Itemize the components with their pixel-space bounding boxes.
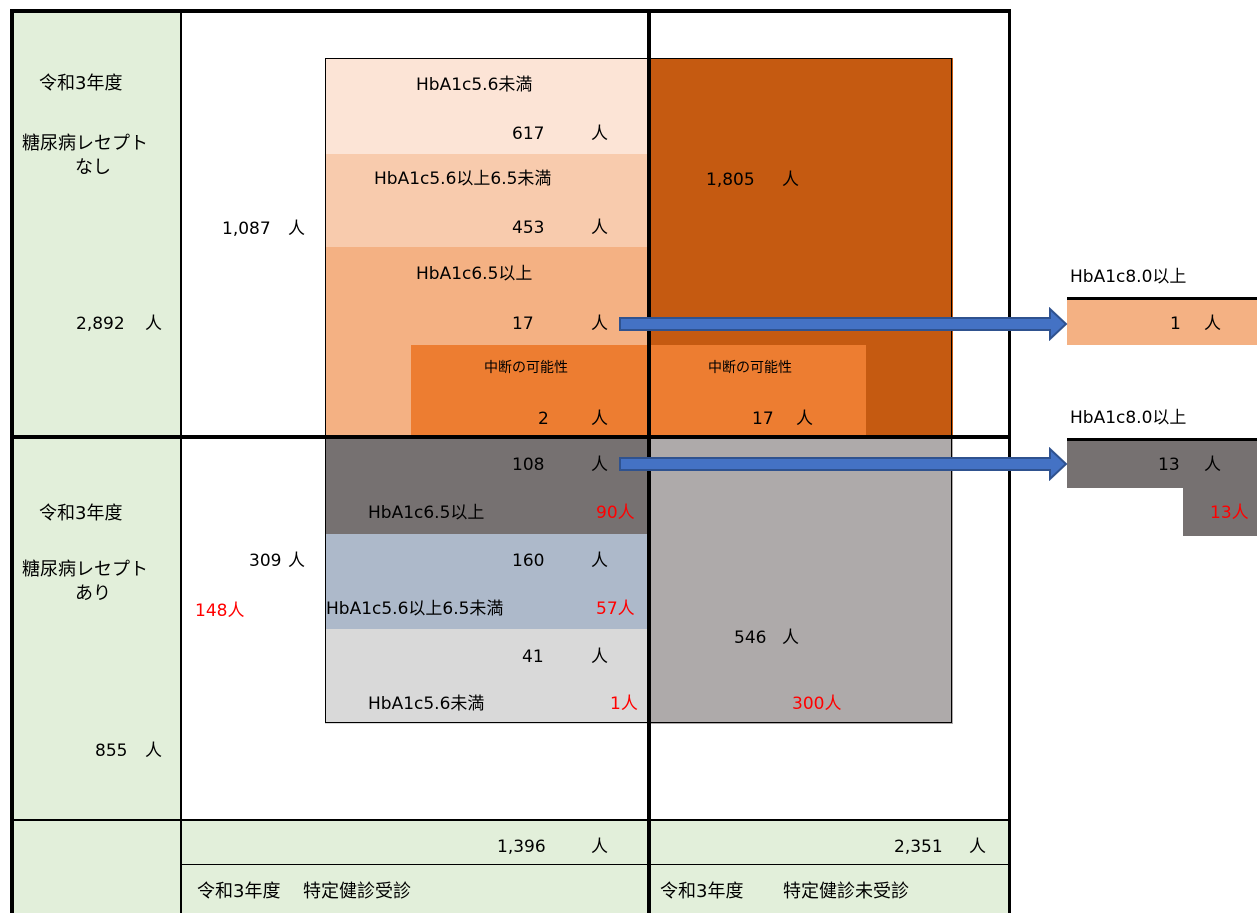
band-b2-label: HbA1c5.6以上6.5未満 [326,599,504,619]
divider-side [180,9,182,913]
callout-bottom-red: 13人 [1210,503,1249,523]
band-hba1c-under-5-6 [325,58,648,154]
footer-screened-total: 1,396 [497,837,546,857]
bottom-total: 855 [95,741,128,761]
interruption-screened-count: 2 [538,409,549,429]
frame-top [10,9,1011,13]
band3-label: HbA1c6.5以上 [416,264,533,284]
unscreened-bottom-count: 546 [734,628,767,648]
callout-top-box [1067,297,1257,345]
band-b2-count: 160 [512,551,545,571]
band-hba1c-5-6-to-6-5 [325,154,648,247]
band1-count: 617 [512,124,545,144]
interruption-box-unscreened [650,345,866,438]
unscreened-top-unit: 人 [782,170,799,190]
bottom-total-unit: 人 [145,741,162,761]
band-b2-red: 57人 [596,599,635,619]
top-total-unit: 人 [145,314,162,334]
bottom-year: 令和3年度 [39,503,123,524]
side-panel-footer [12,820,180,913]
band2-unit: 人 [591,218,608,238]
footer-unscreened-label: 特定健診未受診 [783,881,909,902]
divider-footer-inner [180,864,1011,865]
band-b3-label: HbA1c5.6未満 [368,694,485,714]
band-b1-count: 108 [512,455,545,475]
footer-screened-year: 令和3年度 [197,881,281,902]
interruption-unscreened-unit: 人 [796,409,813,429]
footer-panel-screened [182,820,648,913]
band-b-hba1c-under-5-6 [325,629,648,724]
band1-label: HbA1c5.6未満 [416,75,533,95]
interruption-unscreened-count: 17 [752,409,774,429]
divider-footer [10,819,1011,821]
interruption-unscreened-label: 中断の可能性 [708,360,792,376]
frame-left [10,9,14,913]
callout-bottom-count: 13 [1158,455,1180,475]
top-year: 令和3年度 [39,73,123,94]
footer-screened-unit: 人 [591,837,608,857]
band-b2-unit: 人 [591,551,608,571]
interruption-screened-label: 中断の可能性 [484,360,568,376]
footer-screened-label: 特定健診受診 [303,881,411,902]
band-b1-unit: 人 [591,455,608,475]
bottom-category-line1: 糖尿病レセプト [22,559,148,580]
callout-bottom-box [1067,438,1257,488]
interruption-box-screened [411,345,648,438]
footer-panel-unscreened [650,820,1010,913]
band1-unit: 人 [591,124,608,144]
unscreened-bottom-unit: 人 [782,628,799,648]
bottom-category-line2: あり [75,583,111,604]
callout-bottom-title: HbA1c8.0以上 [1070,408,1187,428]
unscreened-top-count: 1,805 [706,170,755,190]
callout-top-count: 1 [1170,314,1181,334]
bottom-screened-total: 309 [249,551,282,571]
top-total: 2,892 [76,314,125,334]
top-category-line1: 糖尿病レセプト [22,133,148,154]
band3-count: 17 [512,314,534,334]
band-b1-red: 90人 [596,503,635,523]
band2-count: 453 [512,218,545,238]
footer-unscreened-year: 令和3年度 [660,881,744,902]
band-b1-label: HbA1c6.5以上 [368,503,485,523]
footer-unscreened-total: 2,351 [894,837,943,857]
top-screened-unit: 人 [288,219,305,239]
band-b3-count: 41 [522,647,544,667]
bottom-screened-unit: 人 [288,551,305,571]
top-screened-total: 1,087 [222,219,271,239]
band3-unit: 人 [591,314,608,334]
band2-label: HbA1c5.6以上6.5未満 [374,169,552,189]
callout-top-title: HbA1c8.0以上 [1070,267,1187,287]
band-b-hba1c-over-6-5 [325,438,648,534]
unscreened-bottom-red: 300人 [792,694,842,714]
band-b-hba1c-5-6-to-6-5 [325,534,648,629]
interruption-screened-unit: 人 [591,409,608,429]
divider-row [10,435,1011,439]
side-panel-bottom [12,438,180,820]
top-category-line2: なし [75,157,111,178]
inner-frame [325,58,952,723]
unscreened-bottom-block [650,438,953,724]
band-b3-unit: 人 [591,647,608,667]
band-b3-red: 1人 [610,694,638,714]
callout-bottom-unit: 人 [1204,455,1221,475]
footer-unscreened-unit: 人 [969,837,986,857]
bottom-screened-red: 148人 [195,601,245,621]
callout-top-unit: 人 [1204,314,1221,334]
arrow-top [619,307,1068,341]
arrow-bottom [619,447,1068,481]
callout-bottom-subbox [1183,488,1257,536]
side-panel-top [12,12,180,436]
